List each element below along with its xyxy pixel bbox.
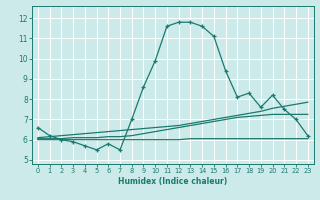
X-axis label: Humidex (Indice chaleur): Humidex (Indice chaleur) [118, 177, 228, 186]
